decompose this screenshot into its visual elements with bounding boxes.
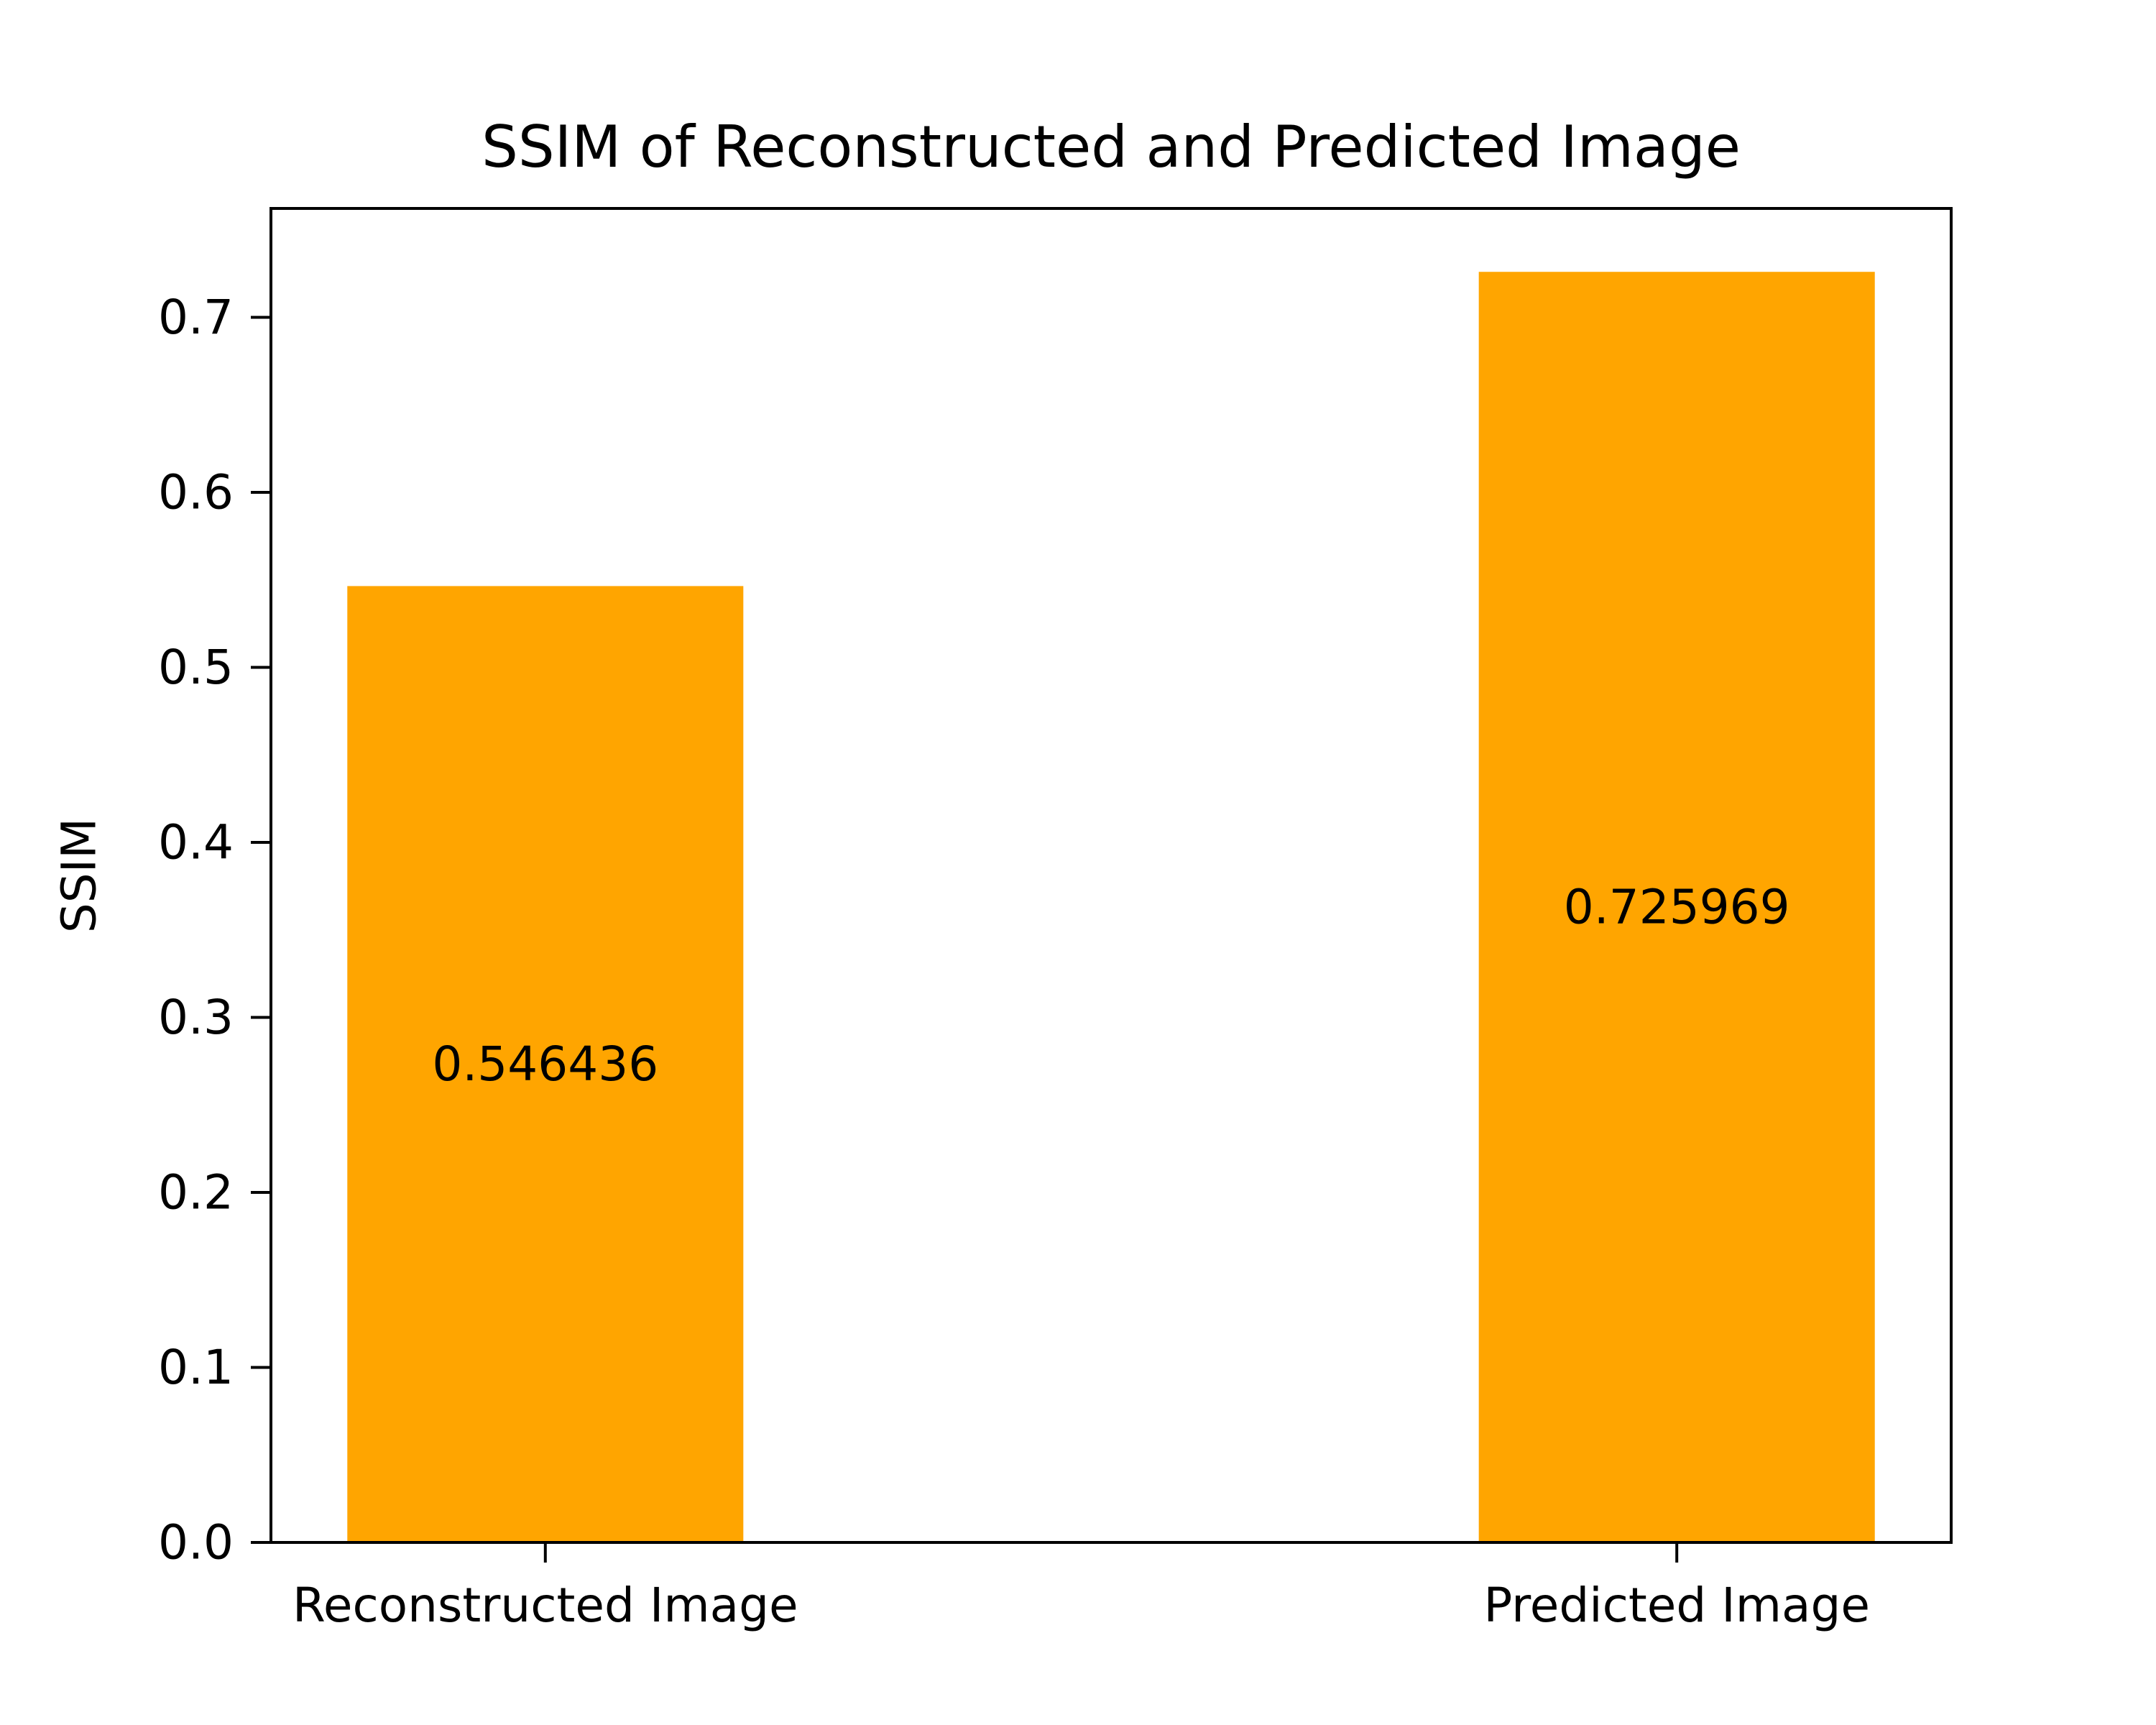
y-tick-label: 0.2 (158, 1164, 234, 1220)
bar (1478, 272, 1875, 1543)
y-tick-label: 0.0 (158, 1515, 234, 1570)
y-axis-label: SSIM (52, 818, 107, 933)
x-tick-label: Reconstructed Image (292, 1578, 798, 1633)
bar-value-label: 0.546436 (432, 1036, 658, 1092)
x-axis: Reconstructed Image Predicted Image (292, 1542, 1870, 1633)
plot-area-frame (270, 207, 1953, 1544)
chart-title: SSIM of Reconstructed and Predicted Imag… (482, 114, 1741, 180)
y-tick-label: 0.6 (158, 464, 234, 520)
y-axis: 0.0 0.1 0.2 0.3 0.4 0.5 0.6 0.7 (158, 290, 271, 1570)
bars-layer (347, 272, 1875, 1543)
y-tick-label: 0.5 (158, 640, 234, 695)
y-tick-label: 0.7 (158, 290, 234, 345)
bar-value-label: 0.725969 (1564, 880, 1790, 935)
y-tick-label: 0.4 (158, 814, 234, 870)
data-labels-layer: 0.546436 0.725969 (432, 880, 1789, 1092)
x-tick-label: Predicted Image (1483, 1578, 1870, 1633)
bar (347, 586, 744, 1543)
y-tick-label: 0.3 (158, 990, 234, 1045)
y-tick-label: 0.1 (158, 1340, 234, 1395)
